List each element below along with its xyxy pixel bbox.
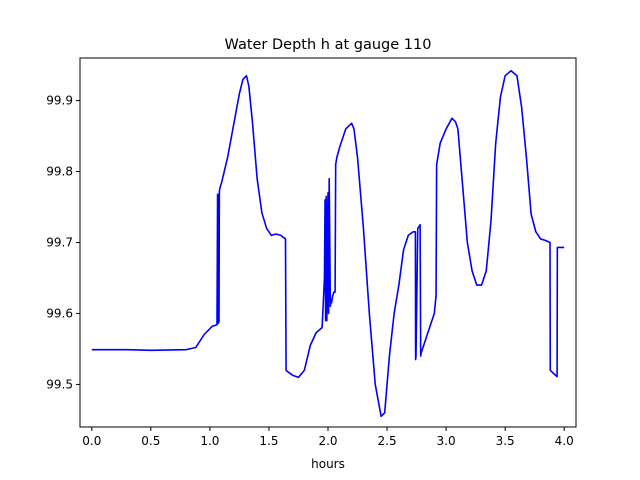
y-tick-label: 99.5 bbox=[46, 377, 73, 391]
x-tick-label: 0.0 bbox=[82, 434, 101, 448]
y-tick-label: 99.6 bbox=[46, 306, 73, 320]
x-axis-label: hours bbox=[311, 457, 345, 471]
x-tick-label: 1.5 bbox=[259, 434, 278, 448]
x-tick-label: 2.5 bbox=[378, 434, 397, 448]
plot-area-frame bbox=[79, 57, 577, 428]
x-tick-label: 3.5 bbox=[496, 434, 515, 448]
y-axis-ticks: 99.5 99.6 99.7 99.8 99.9 bbox=[46, 94, 80, 391]
chart-title: Water Depth h at gauge 110 bbox=[225, 37, 432, 53]
x-tick-label: 4.0 bbox=[555, 434, 574, 448]
x-tick-label: 3.0 bbox=[437, 434, 456, 448]
x-tick-label: 2.0 bbox=[318, 434, 337, 448]
y-tick-label: 99.9 bbox=[46, 94, 73, 108]
x-axis-ticks: 0.0 0.5 1.0 1.5 2.0 2.5 3.0 3.5 4.0 bbox=[82, 427, 574, 448]
y-tick-label: 99.8 bbox=[46, 165, 73, 179]
x-tick-label: 0.5 bbox=[141, 434, 160, 448]
x-tick-label: 1.0 bbox=[200, 434, 219, 448]
y-tick-label: 99.7 bbox=[46, 236, 73, 250]
water-depth-series-line bbox=[91, 69, 565, 418]
